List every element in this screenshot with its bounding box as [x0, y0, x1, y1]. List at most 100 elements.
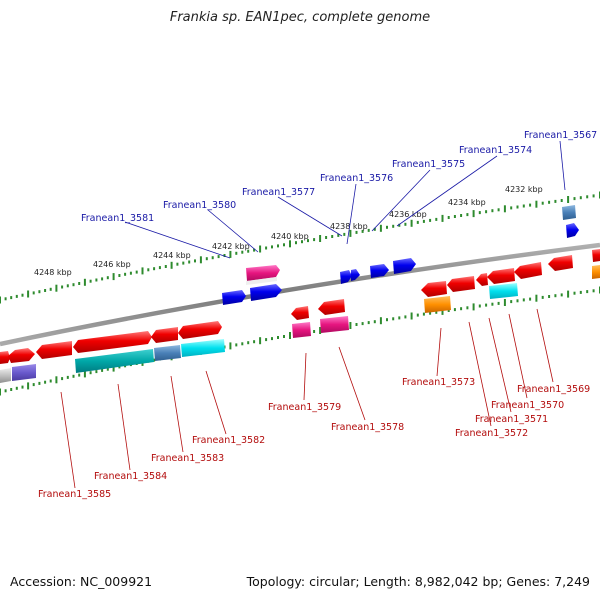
- minor-tick: [32, 383, 35, 387]
- minor-tick: [277, 244, 279, 248]
- minor-tick: [485, 303, 488, 307]
- gene-Franean1_3580[interactable]: [246, 265, 280, 285]
- minor-tick: [129, 271, 132, 275]
- gene-Franean1_3576[interactable]: [370, 264, 389, 278]
- gene-label[interactable]: Franean1_3580: [163, 200, 236, 211]
- labels-bottom: Franean1_3585 Franean1_3584 Franean1_358…: [38, 377, 590, 500]
- minor-tick: [277, 336, 279, 339]
- minor-tick: [398, 316, 401, 320]
- minor-tick: [529, 297, 532, 301]
- scale-label: 4248 kbp: [34, 268, 72, 277]
- gene-Franean1_3573[interactable]: [421, 281, 451, 313]
- major-tick: [0, 296, 1, 304]
- minor-tick: [422, 312, 425, 316]
- gene-label[interactable]: Franean1_3575: [392, 159, 465, 170]
- minor-tick: [271, 245, 273, 249]
- gene-label[interactable]: Franean1_3583: [151, 453, 224, 464]
- major-tick: [319, 235, 322, 242]
- gene-Franean1_3585[interactable]: [0, 351, 36, 383]
- minor-tick: [429, 218, 432, 222]
- gene-Franean1_3577[interactable]: [340, 269, 360, 284]
- gene-Franean1_3575[interactable]: [393, 258, 416, 274]
- major-tick: [27, 382, 30, 390]
- gene-Franean1_3578[interactable]: [318, 299, 349, 333]
- major-tick: [229, 250, 232, 258]
- minor-tick: [95, 278, 98, 282]
- minor-tick: [265, 338, 268, 342]
- minor-tick: [307, 239, 309, 243]
- minor-tick: [560, 199, 563, 202]
- gene-Franean1_3570[interactable]: [487, 268, 518, 299]
- gene-label[interactable]: Franean1_3581: [81, 213, 154, 224]
- minor-tick: [343, 232, 346, 236]
- major-tick: [379, 317, 382, 325]
- minor-tick: [118, 274, 121, 277]
- minor-tick: [32, 291, 35, 295]
- scale-label: 4240 kbp: [271, 232, 309, 241]
- gene-label[interactable]: Franean1_3567: [524, 130, 597, 141]
- callouts-bottom: [60, 308, 554, 489]
- minor-tick: [118, 365, 121, 369]
- minor-tick: [325, 236, 328, 239]
- minor-tick: [573, 291, 576, 295]
- minor-tick: [106, 276, 109, 280]
- scale-label: 4232 kbp: [505, 185, 543, 194]
- minor-tick: [158, 266, 161, 270]
- gene-label[interactable]: Franean1_3576: [320, 173, 393, 184]
- callouts-top: [124, 140, 566, 259]
- gene-Franean1_3569[interactable]: [514, 249, 600, 279]
- minor-tick: [331, 235, 334, 238]
- gene-Franean1_3583[interactable]: [151, 327, 181, 361]
- major-tick: [83, 278, 86, 286]
- minor-tick: [435, 217, 438, 221]
- minor-tick: [235, 343, 238, 347]
- minor-tick: [466, 213, 469, 217]
- gene-label[interactable]: Franean1_3578: [331, 422, 404, 433]
- gene-Franean1_3579[interactable]: [291, 306, 311, 338]
- gene-label[interactable]: Franean1_3571: [475, 414, 548, 425]
- minor-tick: [153, 267, 156, 271]
- minor-tick: [223, 254, 226, 257]
- gene-label[interactable]: Franean1_3582: [192, 435, 265, 446]
- gene-label[interactable]: Franean1_3573: [402, 377, 475, 388]
- gene-label[interactable]: Franean1_3569: [517, 384, 590, 395]
- minor-tick: [373, 320, 376, 324]
- gene-label[interactable]: Franean1_3585: [38, 489, 111, 500]
- major-tick: [289, 240, 291, 248]
- gene-Franean1_3567[interactable]: [562, 205, 579, 238]
- minor-tick: [147, 268, 150, 272]
- minor-tick: [429, 311, 432, 315]
- scale-ticks-top: [0, 191, 600, 304]
- gene-label[interactable]: Franean1_3577: [242, 187, 315, 198]
- gene-Franean1_3581[interactable]: [222, 284, 282, 305]
- scale-label: 4234 kbp: [448, 198, 486, 207]
- minor-tick: [586, 195, 589, 199]
- minor-tick: [485, 210, 488, 214]
- minor-tick: [10, 296, 13, 300]
- gene-Franean1_3571[interactable]: [476, 273, 488, 286]
- gene-label[interactable]: Franean1_3572: [455, 428, 528, 439]
- minor-tick: [21, 385, 24, 389]
- gene-label[interactable]: Franean1_3574: [459, 145, 532, 156]
- minor-tick: [453, 308, 456, 312]
- gene-label[interactable]: Franean1_3570: [491, 400, 564, 411]
- major-tick: [349, 322, 352, 329]
- gene-Franean1_3572[interactable]: [447, 276, 475, 292]
- minor-tick: [541, 295, 544, 299]
- minor-tick: [241, 250, 244, 254]
- minor-tick: [386, 318, 388, 322]
- major-tick: [0, 388, 1, 396]
- gene-Franean1_3584[interactable]: [8, 331, 154, 373]
- minor-tick: [247, 341, 250, 345]
- minor-tick: [15, 386, 18, 390]
- gene-Franean1_3582[interactable]: [178, 321, 225, 357]
- minor-tick: [447, 216, 450, 219]
- major-tick: [259, 337, 262, 345]
- minor-tick: [265, 246, 268, 250]
- minor-tick: [573, 197, 576, 201]
- minor-tick: [548, 295, 551, 298]
- scale-label: 4244 kbp: [153, 251, 191, 260]
- gene-label[interactable]: Franean1_3584: [94, 471, 167, 482]
- gene-label[interactable]: Franean1_3579: [268, 402, 341, 413]
